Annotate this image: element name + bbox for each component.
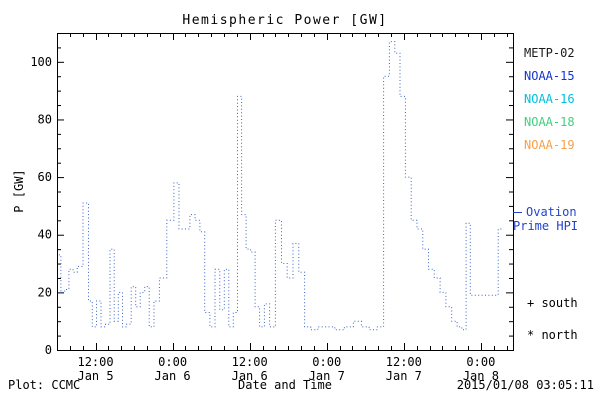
y-tick-label: 40	[38, 228, 52, 242]
satellite-legend: METP-02 NOAA-15 NOAA-16 NOAA-18 NOAA-19	[524, 42, 575, 157]
y-tick-label: 60	[38, 170, 52, 184]
plot-source-label: Plot: CCMC	[8, 378, 81, 392]
x-tick-time-label: 0:00	[312, 355, 341, 369]
x-tick-time-label: 12:00	[232, 355, 268, 369]
south-marker-legend: + south	[527, 296, 578, 310]
legend-item-noaa16: NOAA-16	[524, 92, 575, 106]
x-tick-date-label: Jan 7	[309, 369, 345, 383]
y-tick-label: 0	[45, 343, 52, 357]
x-tick-time-label: 12:00	[386, 355, 422, 369]
x-tick-date-label: Jan 6	[155, 369, 191, 383]
legend-item-noaa19: NOAA-19	[524, 138, 575, 152]
legend-item-noaa18: NOAA-18	[524, 115, 575, 129]
ovation-prime-note: Ovation Prime HPI	[513, 205, 578, 233]
chart-title: Hemispheric Power [GW]	[182, 13, 388, 28]
ovation-label: Ovation	[526, 205, 577, 219]
ovation-line-sample	[513, 212, 522, 213]
y-tick-label: 80	[38, 112, 52, 126]
x-tick-time-label: 0:00	[158, 355, 187, 369]
ovation-note-line2: Prime HPI	[513, 219, 579, 233]
x-tick-date-label: Jan 6	[232, 369, 268, 383]
x-tick-time-label: 0:00	[466, 355, 495, 369]
y-tick-label: 100	[30, 55, 52, 69]
legend-item-noaa15: NOAA-15	[524, 69, 575, 83]
axes	[57, 33, 514, 351]
x-tick-date-label: Jan 8	[463, 369, 499, 383]
hpi-series-line	[58, 41, 502, 331]
x-tick-time-label: 12:00	[77, 355, 113, 369]
x-tick-date-label: Jan 5	[77, 369, 113, 383]
y-axis-ticks: 0 20 40 60 80 100	[30, 47, 513, 357]
x-axis-label: Date and Time	[238, 378, 332, 392]
y-tick-label: 20	[38, 285, 52, 299]
timestamp-label: 2015/01/08 03:05:11	[456, 378, 594, 392]
ovation-note-line1: Ovation	[513, 205, 578, 219]
x-tick-date-label: Jan 7	[386, 369, 422, 383]
legend-item-metp02: METP-02	[524, 46, 575, 60]
north-marker-legend: * north	[527, 328, 578, 342]
